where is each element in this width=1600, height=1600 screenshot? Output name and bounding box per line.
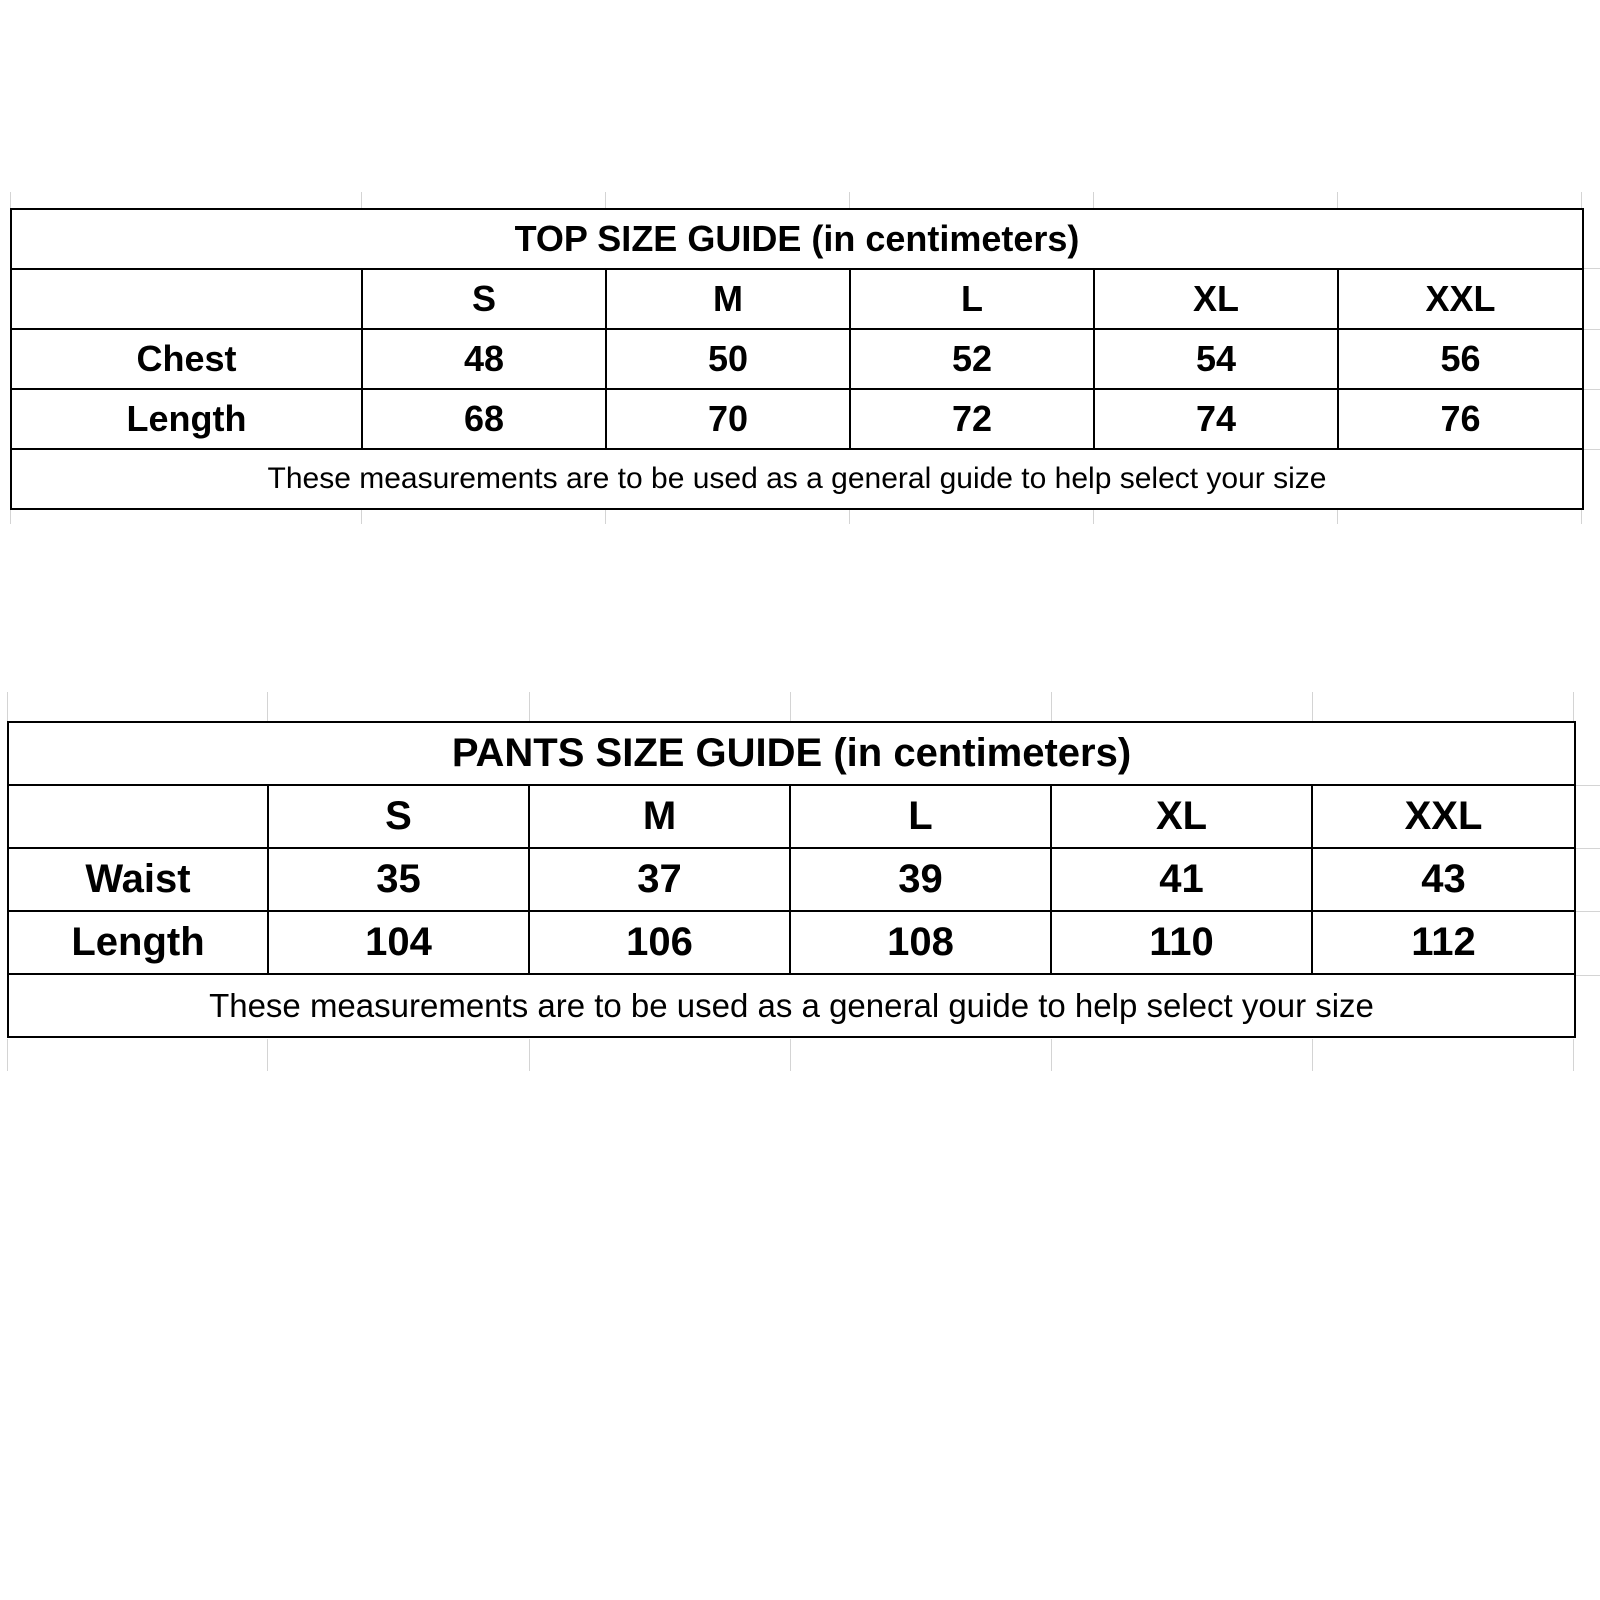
- size-header: XXL: [1311, 784, 1576, 849]
- cell: 110: [1050, 910, 1313, 975]
- gridline: [267, 1039, 268, 1071]
- cell: 74: [1093, 388, 1339, 450]
- gridline: [1337, 510, 1338, 524]
- cell: 35: [267, 847, 530, 912]
- gridline: [361, 192, 362, 208]
- gridline: [1093, 510, 1094, 524]
- cell: 112: [1311, 910, 1576, 975]
- gridline: [1581, 192, 1582, 208]
- cell: 70: [605, 388, 851, 450]
- table-row: Length 68 70 72 74 76: [10, 388, 1584, 450]
- row-label: Length: [7, 910, 269, 975]
- row-label: Waist: [7, 847, 269, 912]
- gridline: [1583, 389, 1600, 390]
- gridline: [605, 510, 606, 524]
- gridline: [849, 192, 850, 208]
- gridline: [1575, 848, 1600, 849]
- gridline: [1093, 192, 1094, 208]
- gridline: [1575, 975, 1600, 976]
- table-title: TOP SIZE GUIDE (in centimeters): [10, 208, 1584, 270]
- row-label: Length: [10, 388, 363, 450]
- cell: 106: [528, 910, 791, 975]
- size-header: S: [361, 268, 607, 330]
- size-header: L: [849, 268, 1095, 330]
- top-size-guide-table: TOP SIZE GUIDE (in centimeters) S M L XL…: [10, 208, 1584, 510]
- cell: 41: [1050, 847, 1313, 912]
- gridline: [7, 1039, 8, 1071]
- gridline: [10, 510, 11, 524]
- size-header: M: [528, 784, 791, 849]
- cell: 50: [605, 328, 851, 390]
- table-title: PANTS SIZE GUIDE (in centimeters): [7, 721, 1576, 786]
- table-row: Chest 48 50 52 54 56: [10, 328, 1584, 390]
- cell: 72: [849, 388, 1095, 450]
- table-note: These measurements are to be used as a g…: [10, 448, 1584, 510]
- cell: 43: [1311, 847, 1576, 912]
- cell: 56: [1337, 328, 1584, 390]
- size-header-row: S M L XL XXL: [10, 268, 1584, 330]
- cell: 104: [267, 910, 530, 975]
- gridline: [1581, 510, 1582, 524]
- gridline: [1575, 911, 1600, 912]
- gridline: [605, 192, 606, 208]
- size-header: XXL: [1337, 268, 1584, 330]
- cell: 39: [789, 847, 1052, 912]
- gridline: [1312, 692, 1313, 721]
- gridline: [1573, 1039, 1574, 1071]
- table-row: Waist 35 37 39 41 43: [7, 847, 1576, 912]
- gridline: [529, 692, 530, 721]
- gridline: [1051, 692, 1052, 721]
- table-note: These measurements are to be used as a g…: [7, 973, 1576, 1038]
- gridline: [1337, 192, 1338, 208]
- pants-size-guide-table: PANTS SIZE GUIDE (in centimeters) S M L …: [7, 721, 1576, 1038]
- gridline: [267, 692, 268, 721]
- gridline: [790, 1039, 791, 1071]
- cell: 48: [361, 328, 607, 390]
- gridline: [1583, 268, 1600, 269]
- gridline: [1583, 449, 1600, 450]
- cell: 52: [849, 328, 1095, 390]
- empty-cell: [7, 784, 269, 849]
- gridline: [10, 192, 11, 208]
- row-label: Chest: [10, 328, 363, 390]
- gridline: [1312, 1039, 1313, 1071]
- cell: 76: [1337, 388, 1584, 450]
- gridline: [1583, 329, 1600, 330]
- gridline: [790, 692, 791, 721]
- gridline: [1573, 692, 1574, 721]
- cell: 37: [528, 847, 791, 912]
- size-header: S: [267, 784, 530, 849]
- gridline: [1051, 1039, 1052, 1071]
- size-header: XL: [1093, 268, 1339, 330]
- gridline: [529, 1039, 530, 1071]
- empty-cell: [10, 268, 363, 330]
- cell: 54: [1093, 328, 1339, 390]
- gridline: [1575, 785, 1600, 786]
- gridline: [849, 510, 850, 524]
- size-header: L: [789, 784, 1052, 849]
- table-row: Length 104 106 108 110 112: [7, 910, 1576, 975]
- size-header-row: S M L XL XXL: [7, 784, 1576, 849]
- cell: 68: [361, 388, 607, 450]
- gridline: [7, 692, 8, 721]
- size-header: M: [605, 268, 851, 330]
- gridline: [361, 510, 362, 524]
- cell: 108: [789, 910, 1052, 975]
- size-header: XL: [1050, 784, 1313, 849]
